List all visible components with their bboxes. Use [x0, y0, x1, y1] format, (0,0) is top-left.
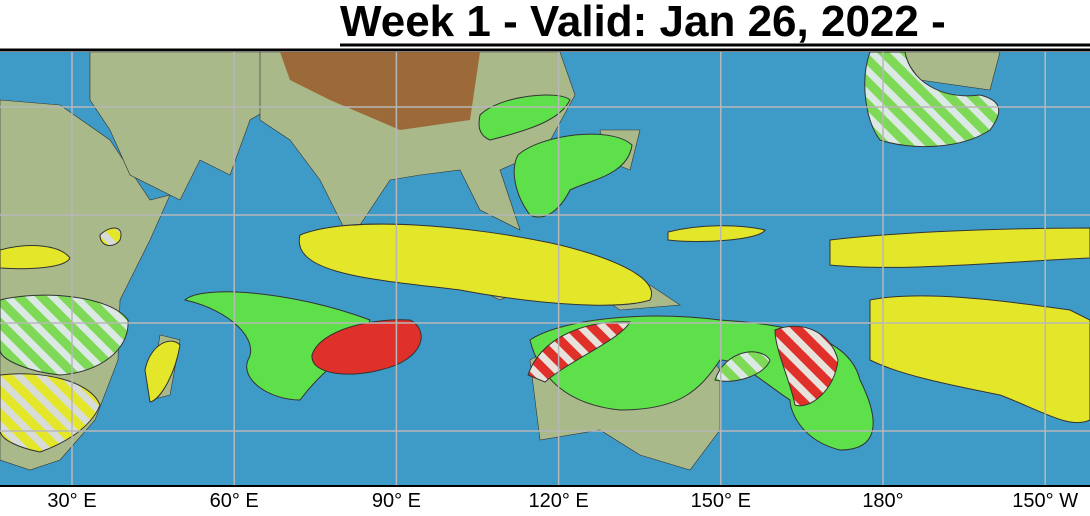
- title: Week 1 - Valid: Jan 26, 2022 -: [340, 0, 946, 46]
- longitude-label: 150° E: [691, 490, 751, 512]
- map: [0, 52, 1090, 485]
- longitude-label: 90° E: [372, 490, 421, 512]
- longitude-labels: 30° E 60° E 90° E 120° E 150° E 180° 150° W: [47, 490, 1078, 512]
- longitude-label: 60° E: [210, 490, 259, 512]
- mountains: [280, 52, 480, 130]
- longitude-label: 180°: [862, 490, 903, 512]
- outlook-regions: [0, 52, 1090, 453]
- longitude-label: 150° W: [1012, 490, 1078, 512]
- longitude-label: 30° E: [47, 490, 96, 512]
- graticule: [0, 52, 1090, 485]
- longitude-label: 120° E: [528, 490, 588, 512]
